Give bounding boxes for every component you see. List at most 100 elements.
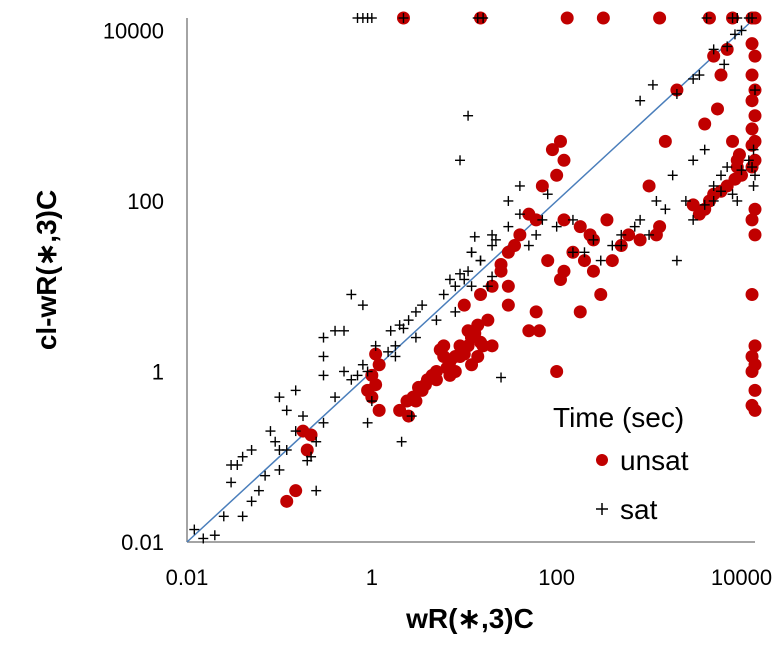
point-unsat — [474, 335, 488, 349]
point-sat — [490, 234, 501, 245]
point-unsat — [560, 11, 574, 25]
point-sat — [514, 209, 525, 220]
point-sat — [475, 255, 486, 266]
point-sat — [398, 323, 409, 334]
point-unsat — [594, 287, 608, 301]
point-sat — [352, 370, 363, 381]
point-sat — [729, 29, 740, 40]
point-sat — [466, 247, 477, 258]
point-unsat — [471, 318, 485, 332]
point-sat — [747, 13, 758, 23]
point-unsat — [553, 272, 567, 286]
point-unsat — [457, 298, 471, 312]
point-unsat — [745, 138, 759, 152]
point-sat — [466, 281, 477, 292]
point-unsat — [573, 305, 587, 319]
point-sat — [722, 162, 733, 173]
point-sat — [537, 214, 548, 225]
point-sat — [431, 315, 442, 326]
point-unsat — [369, 347, 383, 361]
point-sat — [330, 325, 341, 336]
point-unsat — [501, 279, 515, 293]
point-unsat — [513, 228, 527, 242]
point-sat — [732, 195, 743, 206]
point-sat — [616, 240, 627, 251]
point-unsat — [745, 68, 759, 82]
point-unsat — [300, 443, 314, 457]
point-sat — [487, 271, 498, 282]
point-sat — [383, 346, 394, 357]
point-sat — [281, 405, 292, 416]
point-sat — [226, 460, 237, 471]
point-sat — [455, 268, 466, 279]
point-sat — [302, 455, 313, 466]
point-sat — [403, 315, 414, 326]
point-unsat — [600, 213, 614, 227]
point-sat — [482, 281, 493, 292]
point-unsat — [557, 153, 571, 167]
point-sat — [629, 221, 640, 232]
point-unsat — [372, 403, 386, 417]
point-sat — [469, 231, 480, 242]
point-unsat — [745, 122, 759, 136]
point-sat — [455, 155, 466, 166]
point-sat — [503, 195, 514, 206]
point-sat — [450, 281, 461, 292]
point-unsat — [485, 339, 499, 353]
point-unsat — [726, 134, 740, 148]
point-unsat — [748, 109, 762, 123]
point-sat — [362, 366, 373, 377]
point-unsat — [437, 339, 451, 353]
point-sat — [736, 165, 747, 176]
point-sat — [311, 436, 322, 447]
point-unsat — [692, 207, 706, 221]
point-sat — [567, 214, 578, 225]
point-sat — [715, 186, 726, 197]
point-sat — [694, 70, 705, 81]
point-sat — [647, 79, 658, 90]
point-sat — [357, 359, 368, 370]
point-sat — [189, 524, 200, 535]
point-sat — [398, 13, 409, 23]
point-sat — [396, 436, 407, 447]
point-unsat — [605, 254, 619, 268]
point-sat — [496, 372, 507, 383]
point-unsat — [522, 324, 536, 338]
point-sat — [699, 144, 710, 155]
reference-line-layer — [186, 17, 756, 543]
point-sat — [290, 426, 301, 437]
point-sat — [588, 234, 599, 245]
point-sat — [595, 255, 606, 266]
point-sat — [701, 13, 712, 23]
x-tick-label: 100 — [538, 565, 575, 590]
point-sat — [274, 464, 285, 475]
point-unsat — [748, 49, 762, 63]
point-sat — [503, 221, 514, 232]
point-sat — [616, 229, 627, 240]
point-unsat — [372, 358, 386, 372]
point-unsat — [573, 220, 587, 234]
point-sat — [438, 289, 449, 300]
point-unsat — [658, 134, 672, 148]
point-unsat — [280, 494, 294, 508]
point-unsat — [711, 102, 725, 116]
y-tick-label: 10000 — [103, 18, 164, 43]
point-sat — [410, 306, 421, 317]
point-sat — [747, 162, 758, 173]
axes — [186, 18, 755, 543]
point-sat — [671, 255, 682, 266]
point-sat — [748, 180, 759, 191]
point-unsat — [745, 94, 759, 108]
point-unsat — [714, 68, 728, 82]
point-unsat — [707, 49, 721, 63]
point-unsat — [577, 254, 591, 268]
point-unsat — [418, 378, 432, 392]
point-sat — [567, 247, 578, 258]
x-axis-title: wR(∗,3)C — [405, 603, 534, 634]
point-sat — [253, 485, 264, 496]
point-unsat — [550, 364, 564, 378]
point-sat — [719, 59, 730, 70]
point-unsat — [748, 383, 762, 397]
point-sat — [318, 417, 329, 428]
